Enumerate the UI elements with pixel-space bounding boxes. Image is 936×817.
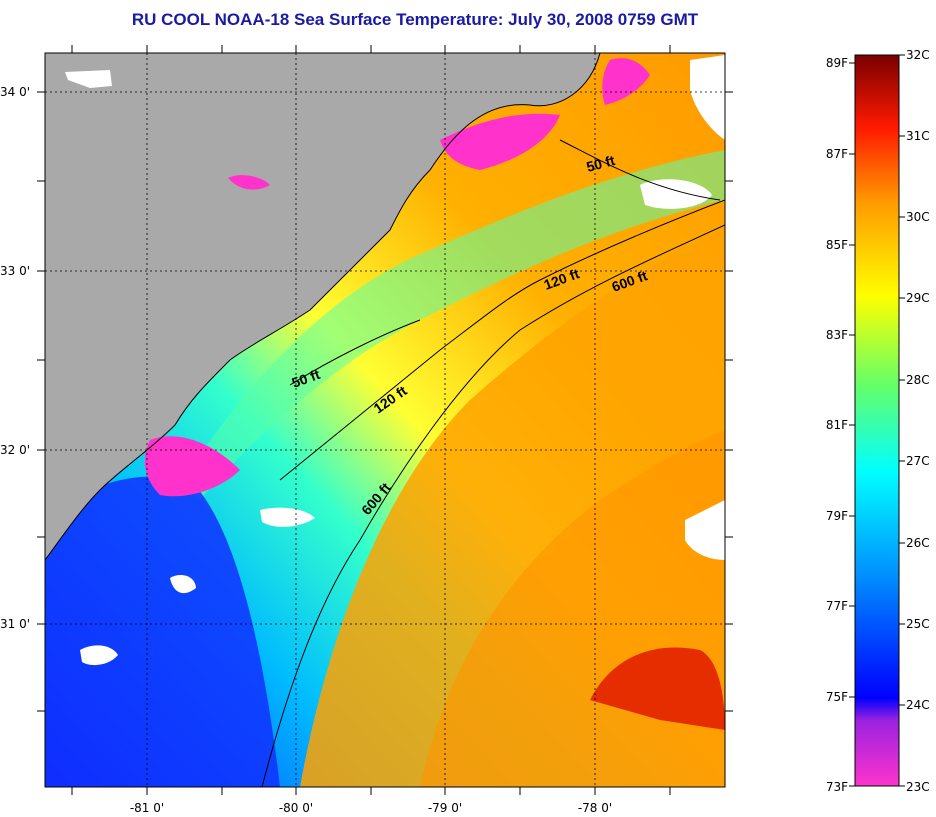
- colorbar-f-label: 87F: [826, 147, 848, 161]
- colorbar-c-label: 25C: [906, 617, 930, 631]
- isobath-120ft-line: [279, 199, 725, 481]
- colorbar-c-label: 24C: [906, 698, 930, 712]
- colorbar-f-label: 75F: [826, 690, 848, 704]
- lat-label: 31 0': [0, 617, 30, 631]
- colorbar-c-label: 23C: [906, 780, 930, 794]
- colorbar: [854, 54, 900, 787]
- colorbar-c-label: 31C: [906, 129, 930, 143]
- colorbar-c-label: 32C: [906, 48, 930, 62]
- colorbar-f-label: 81F: [826, 418, 848, 432]
- isobath-label: 50 ft: [585, 152, 617, 175]
- colorbar-ticks: [849, 54, 905, 787]
- lon-label: -78 0': [578, 801, 612, 815]
- sst-image: [45, 53, 725, 787]
- lat-label: 33 0': [0, 264, 30, 278]
- colorbar-c-label: 27C: [906, 454, 930, 468]
- isobath-50ft-line: [289, 139, 721, 386]
- lon-label: -80 0': [279, 801, 313, 815]
- colorbar-f-label: 77F: [826, 599, 848, 613]
- colorbar-f-label: 83F: [826, 328, 848, 342]
- map-title: RU COOL NOAA-18 Sea Surface Temperature:…: [131, 10, 699, 29]
- cold-patch: [144, 436, 240, 497]
- colorbar-f-label: 85F: [826, 238, 848, 252]
- colorbar-c-label: 30C: [906, 210, 930, 224]
- colorbar-c-label: 26C: [906, 536, 930, 550]
- axis-ticks: [37, 45, 733, 795]
- warm-patch: [590, 647, 725, 730]
- map-frame: [44, 52, 726, 788]
- land-mass: [45, 53, 600, 560]
- graticule: [45, 53, 725, 787]
- isobath-600ft-line: [261, 224, 725, 787]
- lat-label: 32 0': [0, 443, 30, 457]
- colorbar-f-label: 89F: [826, 56, 848, 70]
- lat-label: 34 0': [0, 85, 30, 99]
- colorbar-c-label: 28C: [906, 373, 930, 387]
- lon-label: -79 0': [428, 801, 462, 815]
- colorbar-f-label: 79F: [826, 509, 848, 523]
- colorbar-c-label: 29C: [906, 291, 930, 305]
- colorbar-f-label: 73F: [826, 780, 848, 794]
- lon-label: -81 0': [130, 801, 164, 815]
